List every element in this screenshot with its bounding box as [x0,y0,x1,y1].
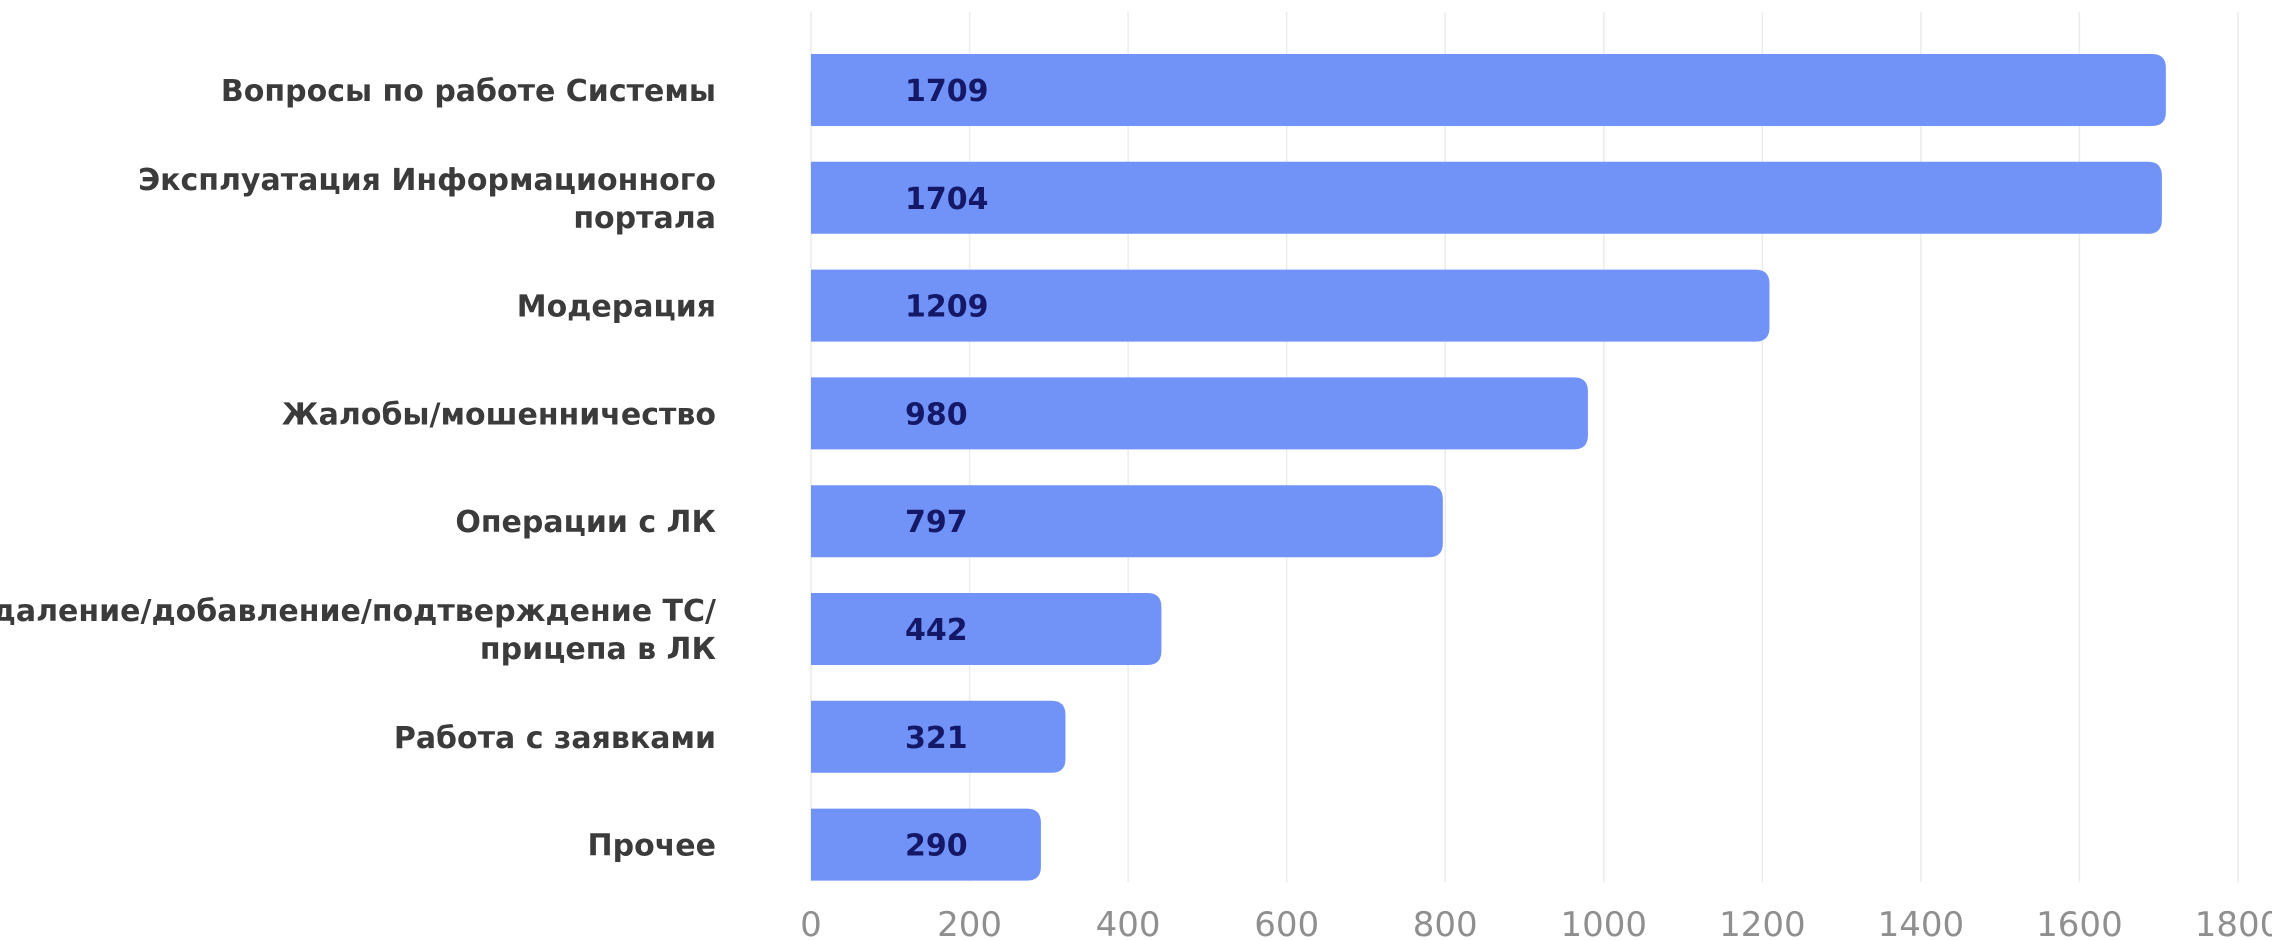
bar-value-label: 1704 [905,182,989,217]
category-label: Жалобы/мошенничество [282,397,716,432]
bar-value-label: 442 [905,613,968,648]
bar [811,593,1162,665]
bar-value-label: 1209 [905,290,989,325]
x-tick-label: 200 [937,905,1002,941]
x-tick-label: 1000 [1561,905,1648,941]
x-tick-label: 0 [800,905,822,941]
category-labels: Вопросы по работе Системы Эксплуатация Ин… [0,74,716,864]
category-label: портала [573,201,716,236]
category-label: Вопросы по работе Системы [221,74,716,109]
bar-layer: 1709 1704 1209 980 797 442 321 290 [811,54,2166,881]
category-label: Эксплуатация Информационного [138,163,716,198]
x-tick-label: 1800 [2195,905,2272,941]
bar-value-label: 1709 [905,74,989,109]
x-tick-label: 1400 [1878,905,1965,941]
x-tick-label: 1200 [1719,905,1806,941]
bar-value-label: 290 [905,829,968,864]
category-label: прицепа в ЛК [480,632,717,667]
category-label: Прочее [588,829,716,864]
bar-value-label: 980 [905,397,968,432]
x-tick-label: 400 [1096,905,1161,941]
x-axis-ticks: 0 200 400 600 800 1000 1200 1400 1600 1800 [800,905,2272,941]
bar [811,377,1588,450]
bar [811,808,1041,881]
bar [811,161,2162,234]
x-tick-label: 600 [1254,905,1319,941]
x-tick-label: 1600 [2036,905,2123,941]
category-label: Модерация [517,290,716,325]
x-tick-label: 800 [1413,905,1478,941]
category-label: Удаление/добавление/подтверждение ТС/ [0,594,716,629]
bar [811,54,2166,126]
bar [811,700,1066,773]
bar-value-label: 321 [905,721,968,756]
category-label: Операции с ЛК [455,505,716,540]
bar [811,485,1443,558]
bar [811,269,1770,342]
bar-value-label: 797 [905,505,968,540]
category-label: Работа с заявками [394,721,716,756]
